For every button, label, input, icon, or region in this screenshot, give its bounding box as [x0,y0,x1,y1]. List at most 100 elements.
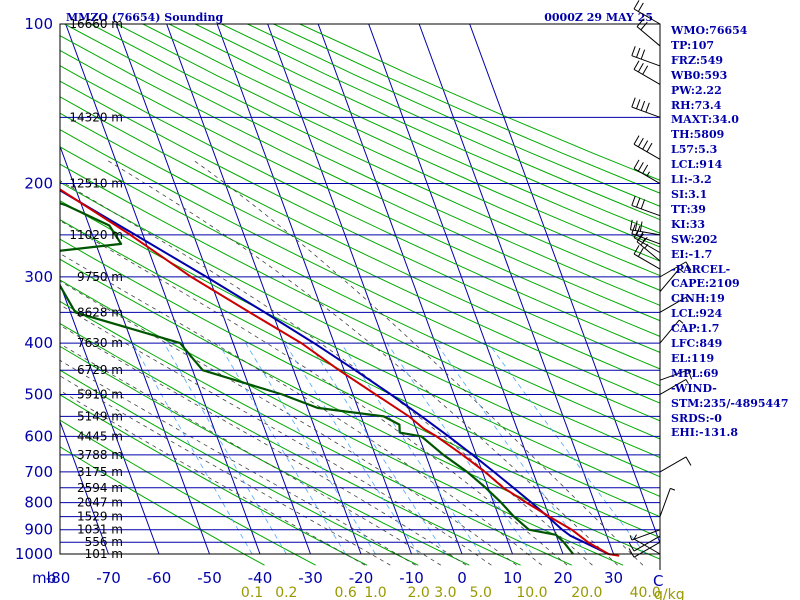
temperature-tick-label: 20 [553,569,572,587]
height-label: 6729 m [77,363,123,377]
wind-barb [659,319,684,344]
wind-barb-flag [629,219,633,230]
dry-adiabat-line [60,369,419,566]
pressure-tick-label: 1000 [15,545,53,563]
wind-barb-shaft [633,535,661,552]
temperature-tick-label: -40 [248,569,273,587]
wind-barb-shaft [659,488,671,517]
mixing-ratio-label: 0.1 [241,585,263,600]
wind-barb-shaft [659,456,687,473]
height-label: 3175 m [77,465,123,479]
wind-barb-shaft [659,369,689,381]
mixing-ratio-label: 0.2 [275,585,297,600]
wind-barb-flag [628,548,635,558]
wind-barb-flag [645,102,650,113]
dry-adiabat-line [168,24,660,248]
height-label: 3788 m [77,448,123,462]
stat-wind-header: -WIND- [671,381,717,395]
isotherm-line [469,24,660,545]
moist-adiabat-line [105,158,618,566]
dry-adiabat-line [60,322,521,566]
dry-adiabat-line [60,80,660,370]
isotherm-line [115,24,311,555]
moist-adiabat-line [60,253,543,566]
stat-stm: STM:235/-4895447 [671,396,789,410]
mixing-ratio-label: 10.0 [516,585,547,600]
dry-adiabat-line [60,163,660,459]
wind-barb-half-flag [678,319,684,324]
label-layer: MMZO (76654) Sounding 0000Z 29 MAY 25 mb… [15,0,693,600]
wind-barb [636,18,661,47]
stat-ei: EI:-1.7 [671,247,713,261]
wind-barb [631,195,661,217]
profile-layer [60,188,620,557]
height-label: 1031 m [77,523,123,537]
wind-barb-half-flag [678,268,684,273]
wind-barb-shaft [659,268,680,293]
wind-barb-flag [634,220,638,231]
mixing-ratio-label: 0.6 [334,585,356,600]
moist-adiabat-line [60,375,391,566]
isotherm-line [60,420,109,555]
height-label: 7630 m [77,336,123,350]
stat-mpl: MPL:69 [671,366,719,380]
stat-th: TH:5809 [671,128,725,142]
temperature-tick-label: -10 [399,569,424,587]
wind-barb-flag [637,2,644,12]
moist-adiabat-line [60,180,593,566]
wind-barb-shaft [659,296,687,313]
wind-barb-flag [642,65,649,75]
wind-barb-flag [685,261,692,271]
chart-time-label: 0000Z 29 MAY 25 [544,11,653,24]
stat-cap: CAP:1.7 [671,322,720,336]
mixing-ratio-label: 20.0 [571,585,602,600]
dry-adiabat-line [60,181,660,478]
wind-barb-flag [631,46,636,56]
wind-barb-flag [637,247,644,257]
dry-adiabat-line [60,129,660,422]
grid-layer [60,24,660,566]
isotherm-line [418,24,614,555]
height-label: 9750 m [77,270,123,284]
dry-adiabat-line [60,258,660,560]
temperature-profile-line [60,188,620,557]
temperature-tick-label: 10 [503,569,522,587]
isotherm-line [166,24,362,555]
moist-adiabat-line [192,158,644,566]
stat-lcl: LCL:914 [671,158,723,172]
wind-barb [633,534,661,555]
wind-barb-flag [631,97,636,108]
temperature-tick-label: 30 [604,569,623,587]
dry-adiabat-line [60,238,660,539]
moist-adiabat-line [60,220,568,566]
stat-wb0: WB0:593 [671,68,728,82]
mixing-ratio-label: 1.0 [364,585,386,600]
height-label: 16660 m [69,17,123,31]
stat-parcel-lcl: LCL:924 [671,307,723,321]
wind-barb-flag [640,49,646,60]
dry-adiabat-line [60,279,624,566]
stat-sw: SW:202 [671,232,718,246]
wind-barb [659,369,693,381]
wind-barb-flag [642,140,649,150]
stat-parcel-header: -PARCEL- [671,262,731,276]
wind-barb-flag [687,369,693,380]
wind-barb-half-flag [646,171,650,177]
wind-barb-flag [636,18,644,27]
wind-barb [659,261,692,278]
wind-barb [628,535,661,552]
stat-wmo: WMO:76654 [671,24,748,37]
temperature-tick-label: -50 [197,569,222,587]
dry-adiabat-line [64,24,660,306]
dry-adiabat-line [142,24,660,262]
stat-pw: PW:2.22 [671,83,722,97]
moist-adiabat-line [60,390,366,566]
wind-barb [633,135,661,160]
wind-barb [633,60,661,85]
wind-barb [659,296,689,313]
temperature-axis-unit: C [653,572,663,590]
wind-barb-shaft [659,261,687,278]
dry-adiabat-line [60,49,660,337]
dry-adiabat-line [60,219,660,518]
height-label: 1529 m [77,510,123,524]
